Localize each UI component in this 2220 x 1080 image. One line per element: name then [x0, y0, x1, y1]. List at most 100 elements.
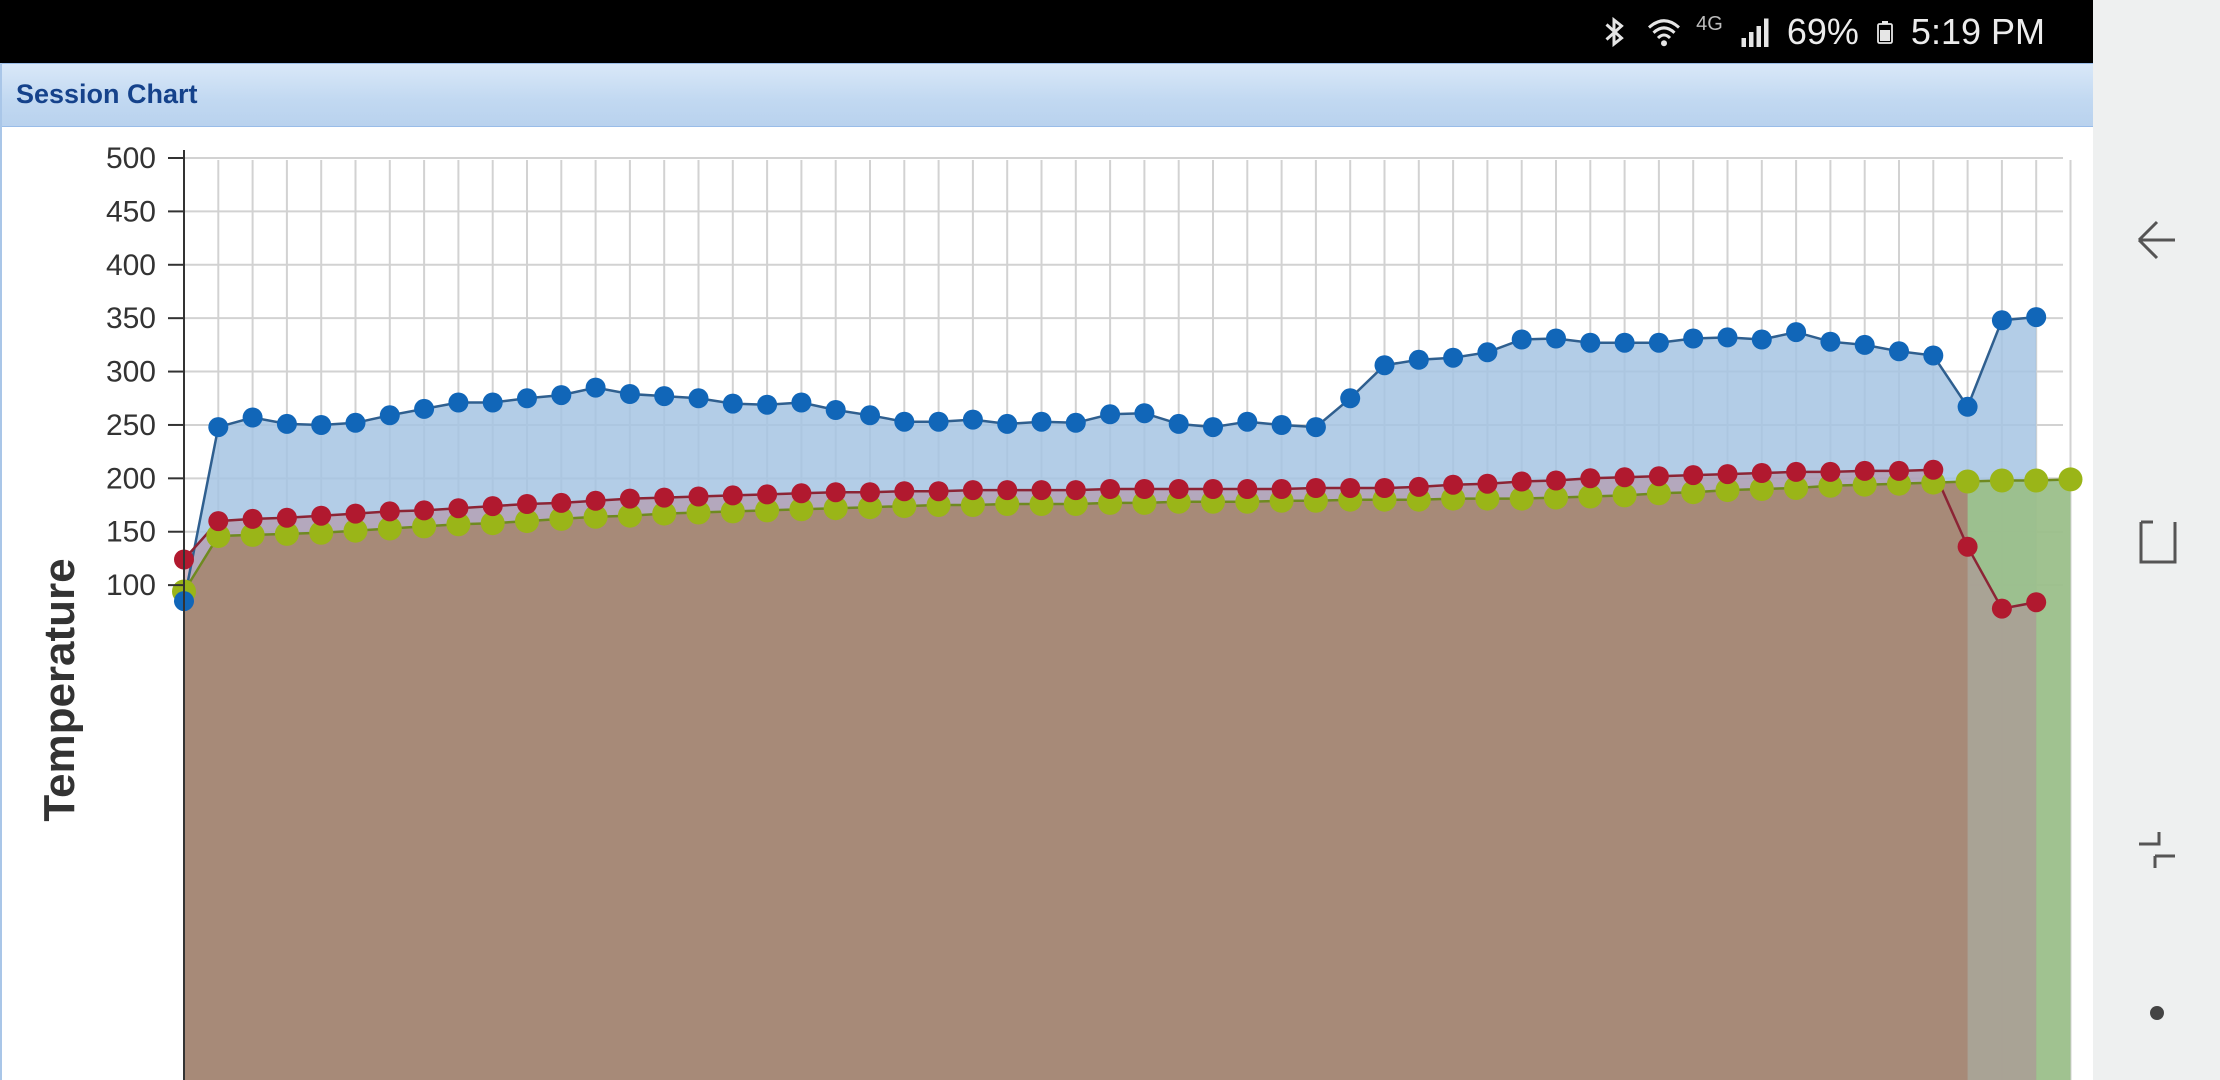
series-2-point: [1271, 479, 1292, 499]
series-2-point: [276, 507, 297, 528]
series-3-point: [1544, 485, 1568, 510]
series-2-point: [860, 482, 880, 503]
series-1-point: [1511, 329, 1532, 350]
series-2-point: [894, 481, 915, 502]
series-1-point: [1271, 415, 1292, 435]
series-2-point: [208, 511, 229, 532]
series-1-point: [1614, 332, 1635, 353]
series-1-point: [1923, 345, 1944, 366]
series-1-point: [1237, 411, 1258, 432]
series-3-point: [960, 493, 985, 517]
series-1-point: [860, 405, 880, 426]
series-1-point: [1374, 355, 1395, 376]
series-2-point: [242, 508, 263, 529]
recents-button[interactable]: [2093, 487, 2220, 597]
series-2-point: [551, 492, 572, 513]
y-tick-label: 450: [106, 195, 156, 228]
series-2-point: [791, 483, 812, 504]
series-3-point: [2058, 467, 2083, 492]
series-1-point: [1031, 411, 1052, 432]
series-1-point: [688, 388, 709, 409]
series-1-point: [1477, 342, 1498, 363]
session-chart[interactable]: 100 150 200 250 300 350 400 450 500 Temperature: [0, 0, 2093, 1080]
series-2-point: [414, 500, 435, 521]
series-2-point: [1511, 471, 1532, 492]
y-tick-label: 100: [106, 569, 156, 602]
series-2-point: [1957, 536, 1978, 557]
series-1-point: [757, 394, 778, 415]
series-1-point: [1751, 329, 1772, 350]
y-tick-label: 350: [106, 302, 156, 335]
series-3-point: [652, 501, 677, 526]
series-1-point: [345, 412, 366, 433]
series-2-point: [1065, 480, 1086, 501]
multi-window-button[interactable]: [2093, 795, 2220, 905]
series-1-point: [962, 409, 983, 430]
series-1-point: [1580, 332, 1601, 353]
series-3-point: [343, 518, 368, 543]
series-1-point: [1683, 328, 1704, 349]
chart-points: [172, 307, 2083, 619]
series-2-point: [1889, 460, 1909, 481]
series-1-point: [1648, 332, 1669, 353]
series-3-point: [412, 514, 437, 539]
series-3-point: [686, 500, 711, 525]
series-1-point: [1305, 417, 1326, 438]
series-1-point: [1065, 412, 1086, 433]
series-3-point: [274, 521, 299, 546]
series-1-point: [482, 392, 503, 413]
y-tick-label: 300: [106, 356, 156, 389]
series-1-point: [619, 384, 640, 404]
home-button[interactable]: [2093, 958, 2220, 1068]
series-3-point: [1784, 476, 1809, 500]
series-2-point: [1820, 461, 1841, 482]
series-1-point: [1820, 331, 1841, 352]
series-1-point: [311, 415, 332, 435]
series-2-point: [619, 488, 640, 509]
series-1-point: [825, 400, 846, 420]
series-1-point: [1340, 388, 1361, 409]
series-3-point: [720, 499, 745, 524]
series-2-point: [1134, 479, 1155, 499]
series-2-point: [1923, 459, 1944, 480]
back-button[interactable]: [2093, 185, 2220, 295]
series-2-point: [2026, 592, 2047, 613]
series-1-point: [1408, 349, 1429, 370]
series-1-point: [722, 393, 743, 414]
series-2-point: [1614, 467, 1635, 488]
recents-icon: [2139, 520, 2176, 564]
wifi-icon: [1648, 18, 1681, 46]
series-2-point: [1477, 473, 1498, 494]
series-3-point: [515, 509, 539, 534]
series-3-point: [583, 504, 608, 529]
series-2-point: [1237, 479, 1258, 499]
series-3-point: [823, 496, 848, 521]
series-3-point: [1681, 480, 1706, 505]
bluetooth-icon: [1605, 16, 1624, 47]
y-tick-label: 400: [106, 249, 156, 282]
series-1-point: [1854, 334, 1875, 355]
series-1-point: [791, 392, 812, 413]
series-1-point: [1889, 341, 1909, 362]
series-2-point: [517, 494, 537, 514]
chart-axes: 100 150 200 250 300 350 400 450 500: [106, 142, 185, 1080]
series-2-point: [962, 480, 983, 501]
series-3-point: [1612, 483, 1637, 508]
y-tick-label: 500: [106, 142, 156, 175]
series-3-point: [858, 495, 882, 520]
series-1-point: [585, 377, 606, 398]
series-2-point: [722, 485, 743, 506]
series-3-point: [309, 520, 334, 545]
series-3-point: [446, 512, 471, 537]
y-tick-label: 200: [106, 462, 156, 495]
series-3-point: [1475, 486, 1500, 511]
network-type-label: 4G: [1696, 13, 1723, 35]
series-1-point: [379, 405, 400, 426]
series-2-point: [448, 498, 469, 519]
series-1-point: [1443, 347, 1464, 368]
series-2-point: [757, 484, 778, 505]
back-icon: [2137, 220, 2175, 260]
series-2-point: [1854, 460, 1875, 481]
series-2-point: [1340, 478, 1361, 498]
series-3-point: [617, 503, 642, 528]
